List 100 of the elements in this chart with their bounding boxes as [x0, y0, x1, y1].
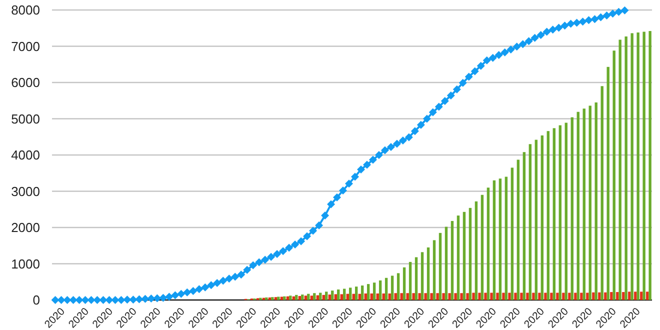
bar [552, 128, 556, 300]
bar [636, 32, 640, 300]
bar [580, 292, 583, 300]
bar [292, 296, 296, 300]
y-tick-label: 0 [32, 292, 40, 308]
bar [424, 293, 427, 300]
bar [586, 292, 589, 300]
bar [522, 152, 526, 300]
bar [454, 293, 457, 300]
bar [598, 292, 601, 300]
bar [490, 292, 493, 300]
bar [283, 296, 286, 300]
bar [280, 296, 284, 300]
bar [388, 293, 391, 300]
bar [622, 292, 625, 300]
bar [646, 292, 649, 300]
bar [564, 122, 568, 300]
bar [322, 294, 326, 300]
bar [634, 292, 637, 300]
bar [460, 293, 463, 300]
bar [588, 106, 592, 300]
bar [390, 276, 394, 300]
bar [624, 36, 628, 300]
bar [508, 292, 511, 300]
bar [528, 144, 532, 300]
bar [352, 294, 355, 300]
bar [532, 292, 535, 300]
bar [274, 297, 278, 300]
bar [606, 66, 610, 300]
bar [610, 292, 613, 300]
y-tick-label: 7000 [11, 38, 40, 54]
bar [408, 262, 412, 300]
y-tick-label: 3000 [11, 184, 40, 199]
bar [450, 220, 454, 300]
bar [331, 290, 334, 300]
y-tick-label: 6000 [11, 75, 40, 90]
bar [594, 102, 598, 300]
bar [462, 212, 466, 300]
bar [514, 292, 517, 300]
bar [558, 125, 562, 300]
bar [313, 293, 316, 300]
bar [412, 293, 415, 300]
y-tick-label: 5000 [11, 111, 40, 126]
bar [376, 293, 379, 300]
bar [574, 292, 577, 300]
bar [486, 188, 490, 300]
bar [550, 292, 553, 300]
bar [298, 296, 302, 300]
bar [400, 293, 403, 300]
bar [576, 112, 580, 300]
bar [366, 284, 370, 300]
bar [420, 252, 424, 300]
bar [343, 288, 346, 300]
bar [478, 292, 481, 300]
bar [372, 282, 376, 300]
bar [640, 292, 643, 300]
bar [378, 280, 382, 300]
bar [520, 292, 523, 300]
bar [370, 293, 373, 300]
bar [592, 292, 595, 300]
bar [466, 293, 469, 300]
bar [396, 273, 400, 300]
bar [418, 293, 421, 300]
bar [612, 50, 616, 300]
bar [360, 286, 364, 300]
y-tick-label: 1000 [11, 256, 40, 272]
bar [498, 178, 502, 300]
bar [516, 160, 520, 300]
bar [642, 32, 646, 300]
y-tick-label: 2000 [11, 220, 40, 236]
bar [346, 294, 350, 300]
bar [504, 176, 508, 300]
bar [472, 292, 475, 300]
bar [442, 293, 445, 300]
bar [430, 293, 433, 300]
bar [328, 294, 332, 300]
bar [600, 86, 604, 300]
bar [480, 194, 484, 300]
bar [325, 292, 328, 300]
bar [448, 293, 451, 300]
bar [382, 293, 385, 300]
bar [628, 292, 631, 300]
bar [540, 135, 544, 300]
bar [268, 297, 272, 300]
bar [304, 296, 308, 300]
bar [334, 294, 338, 300]
bar [538, 292, 541, 300]
bar [349, 288, 352, 300]
bar [358, 294, 361, 300]
bar [604, 292, 607, 300]
bar [310, 296, 314, 300]
bar [526, 292, 529, 300]
bar [271, 297, 274, 300]
bar [364, 293, 367, 300]
bar [510, 168, 514, 300]
bar [556, 292, 559, 300]
bar [337, 289, 340, 300]
bar [295, 294, 298, 300]
bar [474, 201, 478, 300]
bar [289, 296, 292, 300]
